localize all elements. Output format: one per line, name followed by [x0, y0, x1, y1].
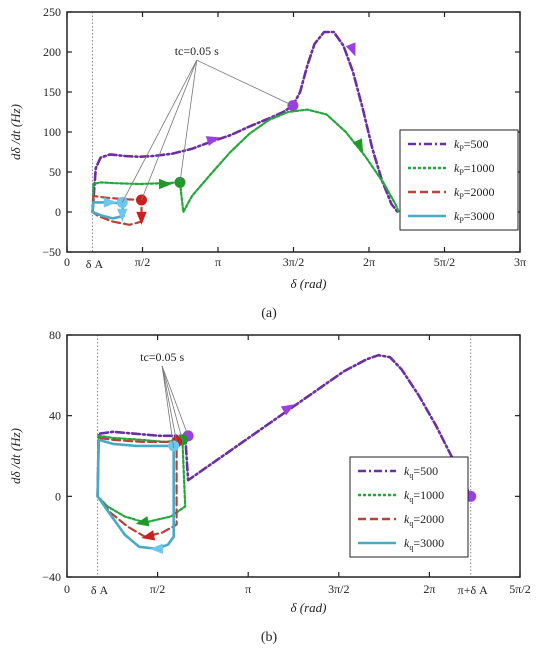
p1-y-tick-label-1: 0: [55, 489, 61, 503]
p1-annotation-line-2: [161, 366, 183, 440]
p0-annotation-line-2: [179, 60, 198, 183]
p0-series-k3000-arrow-0: [103, 197, 117, 208]
p0-y-tick-label-5: 200: [43, 45, 61, 59]
p1-x-axis-label: δ (rad): [290, 600, 326, 615]
p0-x-tick-label-5: 5π/2: [434, 255, 455, 269]
p0-x-axis-label: δ (rad): [290, 276, 326, 291]
p0-annotation-text: tc=0.05 s: [175, 44, 219, 58]
p1-x-tick-label-2: π: [245, 582, 251, 596]
p1-y-tick-label-3: 80: [49, 328, 61, 342]
p0-legend-label-k1000: kP=1000: [454, 161, 495, 177]
p0-y-tick-label-6: 250: [43, 5, 61, 19]
p0-annotation-line-0: [121, 60, 198, 203]
p1-annotation-line-1: [161, 366, 177, 442]
p0-y-tick-label-3: 100: [43, 125, 61, 139]
p0-x-tick-label-4: 2π: [363, 255, 375, 269]
p0-y-tick-label-4: 150: [43, 85, 61, 99]
p0-legend-label-k500: kP=500: [454, 137, 489, 153]
p1-x-tick-label-5: 5π/2: [509, 582, 530, 596]
panel-a-label: (a): [261, 306, 277, 321]
p1-legend-label-k1000: kq=1000: [404, 488, 444, 504]
p1-legend: kq=500 kq=1000 kq=2000 kq=3000: [349, 456, 469, 558]
p1-x-tick-label-3: 3π/2: [328, 582, 349, 596]
p1-vline-label-0: δ A: [91, 583, 109, 597]
p0-x-tick-label-1: π/2: [135, 255, 150, 269]
p0-series-k2000-line: [91, 194, 143, 226]
p0-x-tick-label-2: π: [215, 255, 221, 269]
p1-legend-label-k3000: kq=3000: [404, 536, 444, 552]
p1-series-k2000-line: [96, 436, 178, 538]
p1-series-k3000-line: [96, 438, 175, 551]
p0-y-tick-label-0: −50: [42, 245, 61, 259]
p0-legend: kP=500 kP=1000 kP=2000 kP=3000: [399, 129, 519, 231]
p0-series-k500-arrow-1: [345, 42, 356, 57]
p0-series-k2000-arrow-0: [136, 211, 147, 225]
p0-vline-label-0: δ A: [86, 257, 104, 271]
p0-series-k1000-arrow-1: [352, 138, 364, 153]
p1-axes-frame: [66, 334, 521, 578]
p1-x-tick-label-1: π/2: [150, 582, 165, 596]
p1-legend-label-k2000: kq=2000: [404, 512, 444, 528]
panel-a-plot: tc=0.05 s0 π/2 π 3π/2 2π 5π/2 3π−5005010015020…: [8, 5, 526, 291]
p0-x-tick-label-0: 0: [64, 255, 70, 269]
p1-series-k500-line: [96, 353, 472, 498]
p1-series-k1000-arrow-0: [135, 516, 150, 527]
p0-legend-label-k3000: kP=3000: [454, 209, 495, 225]
p0-series-k500-arrow-0: [205, 136, 220, 147]
p1-y-tick-label-0: −40: [42, 570, 61, 584]
p0-legend-label-k2000: kP=2000: [454, 185, 495, 201]
p0-x-tick-label-3: 3π/2: [283, 255, 304, 269]
p0-annotation-line-3: [196, 59, 294, 106]
p1-series-k500-arrow-0: [280, 404, 295, 416]
p1-vline-label-1: π+δ A: [458, 583, 488, 597]
p1-annotation-line-3: [161, 366, 189, 436]
p0-annotation-line-1: [141, 60, 198, 201]
p0-x-tick-label-6: 3π: [514, 255, 526, 269]
p1-legend-box: [349, 456, 469, 558]
p0-y-tick-label-1: 0: [55, 205, 61, 219]
p0-series-k500-line: [91, 30, 399, 214]
p0-legend-box: [399, 129, 519, 231]
p0-series-k1000-arrow-0: [159, 178, 173, 190]
p0-y-axis-label: dδ /dt (Hz): [8, 104, 23, 160]
p0-series-k3000-arrow-1: [117, 208, 128, 222]
p1-legend-label-k500: kq=500: [404, 464, 438, 480]
p1-x-tick-label-0: 0: [64, 582, 70, 596]
p1-series-k3000-arrow-0: [149, 543, 163, 554]
p1-y-axis-label: dδ /dt (Hz): [8, 428, 23, 484]
p1-annotation-line-0: [161, 366, 175, 448]
p1-series-k1000-line: [96, 434, 187, 524]
p1-annotation-text: tc=0.05 s: [140, 350, 184, 364]
p0-y-tick-label-2: 50: [49, 165, 61, 179]
p1-x-tick-label-4: 2π: [423, 582, 435, 596]
p1-y-tick-label-2: 40: [49, 409, 61, 423]
p1-series-k2000-arrow-0: [141, 530, 156, 541]
panel-b-label: (b): [261, 630, 278, 645]
